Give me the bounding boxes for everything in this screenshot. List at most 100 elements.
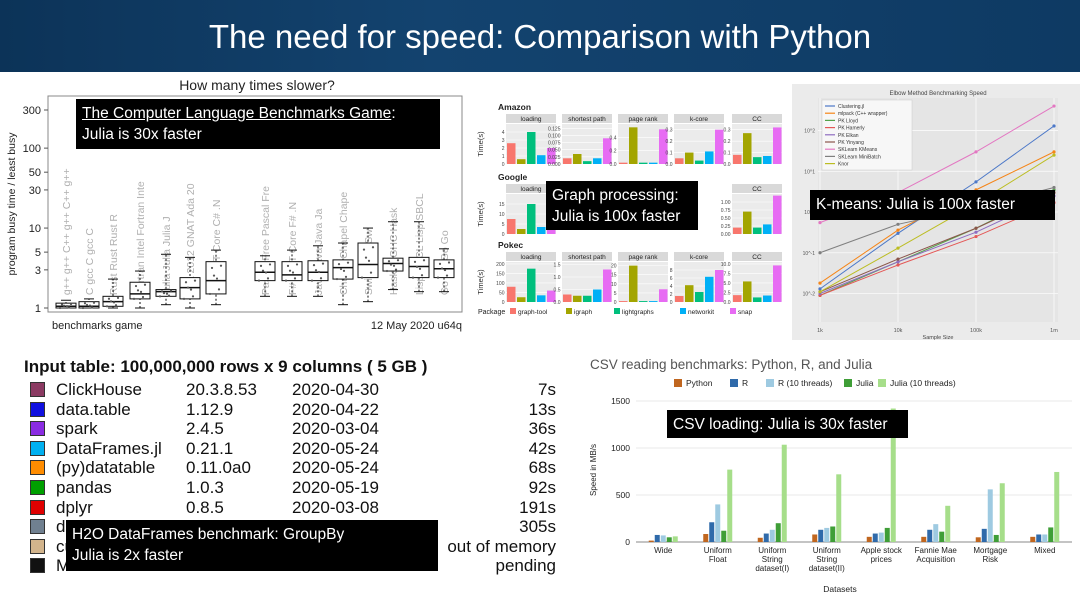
graph-bar xyxy=(743,133,752,164)
facet-tick: 2 xyxy=(502,146,505,152)
h2o-date: 2020-03-08 xyxy=(292,497,379,517)
h2o-time: 42s xyxy=(528,438,556,458)
csv-bar xyxy=(818,529,824,542)
facet-tick: 0.100 xyxy=(548,133,561,139)
data-point xyxy=(344,275,348,278)
data-point xyxy=(165,292,169,295)
h2o-date: 2020-04-22 xyxy=(292,399,379,419)
graph-ylabel: Time(s) xyxy=(476,269,485,295)
kmeans-overlay: K-means: Julia is 100x faster xyxy=(810,190,1055,220)
data-point xyxy=(337,263,341,266)
h2o-color-swatch xyxy=(30,440,45,456)
kmeans-legend-label: Clustering.jl xyxy=(838,104,864,110)
csv-bar xyxy=(987,489,993,542)
data-point xyxy=(335,277,339,281)
graph-bar xyxy=(563,294,572,302)
facet-label: k-core xyxy=(690,116,708,123)
facet-label: k-core xyxy=(690,254,708,261)
y-tick-label: 10 xyxy=(29,223,41,235)
legend-label: lightgraphs xyxy=(622,309,655,316)
y-tick-label: 30 xyxy=(29,185,41,197)
facet-header xyxy=(506,114,556,123)
data-point xyxy=(369,271,373,274)
column-label: Haskell GHC Hask xyxy=(388,207,400,295)
h2o-version: 2.4.5 xyxy=(186,419,224,439)
h2o-date: 2020-03-04 xyxy=(292,419,379,439)
box-iqr xyxy=(129,281,151,300)
data-point xyxy=(141,295,145,299)
facet-tick: 10.0 xyxy=(721,262,731,268)
benchmarks-game-chart: How many times slower? 300 100 50 30 10 5 3 1 pro… xyxy=(6,77,463,332)
facet-tick: 2 xyxy=(670,292,673,298)
chart-title: How many times slower? xyxy=(179,77,335,93)
column-label: Lisp SBCL Lisp SBCL xyxy=(414,193,426,295)
csv-category-label: Float xyxy=(709,555,728,564)
facet-label: loading xyxy=(521,254,542,261)
kmeans-point xyxy=(974,230,978,234)
graph-bar xyxy=(527,204,536,234)
csv-category-label: dataset(I) xyxy=(755,564,789,573)
facet-tick: 0.000 xyxy=(548,162,561,168)
csv-category-label: Acquisition xyxy=(916,555,955,564)
facet-tick: 7.5 xyxy=(724,271,731,277)
data-point xyxy=(389,263,393,266)
data-point xyxy=(92,301,96,304)
graph-bar xyxy=(573,154,582,164)
data-point xyxy=(67,306,71,309)
h2o-solution-name: data.table xyxy=(56,399,131,419)
csv-bar xyxy=(775,523,781,542)
csv-chart: CSV reading benchmarks: Python, R, and J… xyxy=(589,357,1072,594)
data-point xyxy=(208,292,212,296)
graph-bar xyxy=(685,152,694,164)
h2o-solution-name: spark xyxy=(56,419,98,439)
graph-bar xyxy=(763,224,772,234)
dataset-name: Pokec xyxy=(498,240,523,250)
facet-tick: 0.50 xyxy=(721,216,731,222)
y-tick-label: 100 xyxy=(23,143,41,155)
legend-label: graph-tool xyxy=(518,309,548,316)
csv-bar xyxy=(993,534,999,542)
kmeans-point xyxy=(974,150,978,154)
csv-legend-label: Python xyxy=(686,378,713,388)
csv-bar xyxy=(709,522,715,542)
csv-bar xyxy=(763,533,769,542)
data-point xyxy=(105,305,109,308)
h2o-overlay: H2O DataFrames benchmark: GroupBy Julia … xyxy=(66,520,438,571)
data-point xyxy=(259,264,263,267)
data-point xyxy=(134,284,138,288)
graph-bar xyxy=(733,154,742,164)
csv-category-label: Fannie Mae xyxy=(915,546,958,555)
kmeans-title: Elbow Method Benchmarking Speed xyxy=(889,91,986,97)
csv-bar xyxy=(999,483,1005,542)
benchmarks-game-link[interactable]: The Computer Language Benchmarks Game xyxy=(82,105,392,122)
box-iqr xyxy=(408,256,430,279)
csv-category-label: Apple stock xyxy=(861,546,903,555)
h2o-solution-name: dplyr xyxy=(56,497,93,517)
csv-legend-swatch xyxy=(674,379,682,387)
graph-bar xyxy=(603,138,612,164)
h2o-time: 7s xyxy=(538,380,556,399)
column-label: Ada 2012 GNAT Ada 20 xyxy=(185,183,197,295)
data-point xyxy=(219,264,223,267)
kmeans-xtick: 10k xyxy=(894,328,903,334)
data-point xyxy=(69,302,73,306)
facet-header xyxy=(506,184,556,193)
facet-tick: 0.75 xyxy=(721,208,731,214)
facet-tick: 0.0 xyxy=(724,300,731,306)
data-point xyxy=(342,269,346,272)
data-point xyxy=(411,276,415,279)
graph-bar xyxy=(537,227,546,234)
kmeans-point xyxy=(1052,153,1056,157)
data-point xyxy=(266,277,270,280)
data-point xyxy=(413,260,417,263)
facet-tick: 0 xyxy=(670,300,673,306)
csv-legend-label: R xyxy=(742,378,748,388)
legend-swatch xyxy=(566,308,572,314)
facet-tick: 0.4 xyxy=(610,135,617,141)
kmeans-ytick: 10^-2 xyxy=(803,291,816,297)
graph-bar xyxy=(753,157,762,164)
facet-tick: 0.0 xyxy=(724,162,731,168)
facet-tick: 20 xyxy=(611,264,617,270)
csv-legend-swatch xyxy=(844,379,852,387)
kmeans-xtick: 100k xyxy=(970,328,982,334)
